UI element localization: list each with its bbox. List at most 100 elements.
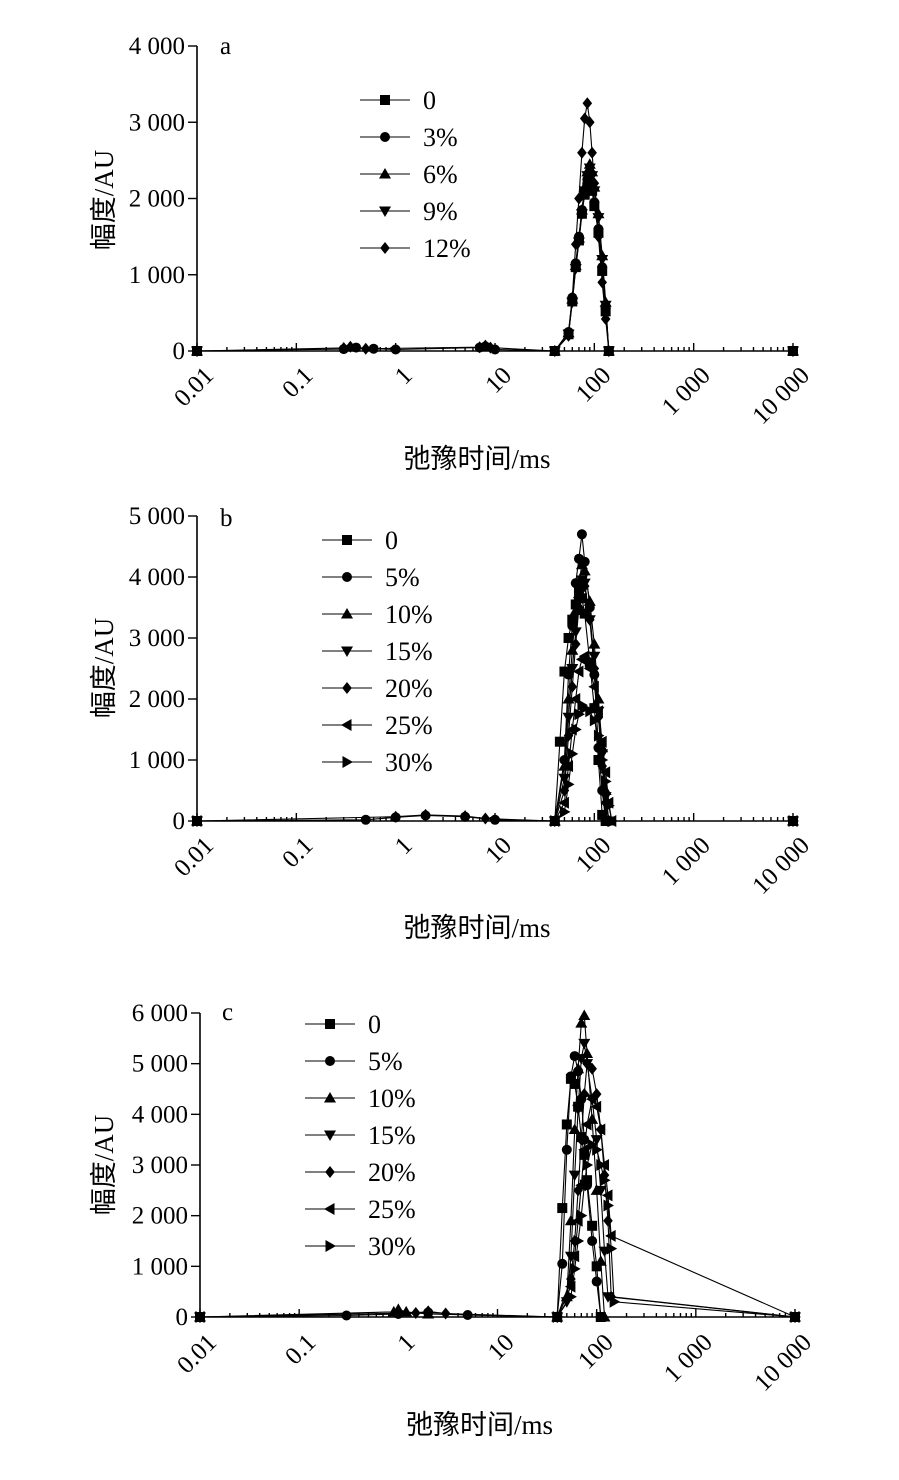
legend-entry: 25% [322, 711, 433, 740]
data-point [589, 197, 600, 208]
series-line [200, 1043, 796, 1318]
data-point [192, 815, 203, 827]
data-point [557, 1258, 568, 1269]
data-point [597, 262, 608, 273]
series-3% [192, 170, 798, 356]
legend-marker [379, 206, 391, 217]
y-tick-label: 1 000 [129, 747, 185, 774]
data-point [460, 810, 470, 823]
legend-label: 25% [368, 1195, 416, 1224]
data-point [598, 1311, 611, 1322]
data-point [788, 345, 798, 357]
data-point [490, 814, 500, 825]
data-point [594, 1123, 606, 1136]
data-point [360, 814, 371, 825]
data-point [603, 1214, 613, 1227]
data-point [567, 291, 578, 304]
data-point [195, 1311, 206, 1323]
data-point [563, 329, 574, 342]
series-12% [192, 97, 798, 357]
series-line [196, 581, 793, 822]
legend-entry: 15% [322, 637, 433, 666]
legend-label: 10% [385, 600, 433, 629]
data-point [596, 735, 607, 748]
data-point [420, 808, 431, 821]
data-point [573, 1184, 583, 1197]
data-point [574, 601, 584, 614]
data-point [590, 1135, 603, 1146]
data-point [564, 778, 575, 791]
data-point [550, 345, 560, 357]
legend-entry: 6% [360, 160, 458, 189]
data-point [582, 97, 593, 110]
series-line [200, 1097, 796, 1318]
y-tick-label: 0 [173, 808, 186, 835]
legend-entry: 5% [322, 563, 420, 592]
x-tick-label: 1 000 [657, 362, 716, 421]
legend-entry: 20% [305, 1158, 416, 1187]
data-point [345, 340, 356, 353]
x-tick-label: 100 [573, 1329, 619, 1375]
series-0 [192, 178, 798, 356]
data-point [569, 627, 582, 638]
data-point [578, 1143, 589, 1156]
series-6% [191, 158, 799, 356]
series-line [199, 1062, 796, 1318]
y-tick-label: 0 [176, 1304, 189, 1331]
series-30% [192, 699, 799, 827]
data-point [592, 1143, 603, 1156]
data-point [567, 747, 579, 760]
data-point [578, 186, 591, 197]
series-0 [195, 1073, 800, 1322]
data-point [604, 799, 615, 812]
data-point [569, 264, 582, 275]
legend-marker [324, 1203, 335, 1215]
series-line [197, 162, 793, 352]
series-10% [194, 1009, 801, 1322]
data-point [578, 564, 591, 576]
series-line [197, 655, 793, 822]
data-point [591, 1276, 602, 1287]
data-point [574, 708, 585, 721]
data-point [596, 749, 609, 760]
data-point [589, 177, 600, 190]
data-point [788, 815, 799, 827]
panel-label: b [220, 505, 233, 532]
y-tick-label: 5 000 [132, 1051, 188, 1078]
legend-marker [380, 132, 390, 142]
x-tick-label: 0.01 [169, 832, 219, 882]
y-tick-label: 4 000 [129, 564, 185, 591]
x-tick-label: 0.1 [280, 1329, 321, 1370]
data-point [480, 812, 491, 825]
legend-entry: 0 [360, 86, 436, 115]
data-point [583, 662, 595, 675]
legend-marker [325, 1240, 336, 1252]
panel-label: c [222, 999, 233, 1026]
data-point [569, 1051, 580, 1062]
data-point [572, 1104, 585, 1116]
series-9% [191, 163, 799, 357]
legend-marker [325, 1166, 335, 1178]
series-line [196, 534, 793, 822]
data-point [588, 186, 601, 197]
data-point [601, 1189, 613, 1202]
data-point [575, 1017, 588, 1028]
series-5% [195, 1051, 800, 1322]
data-point [588, 651, 601, 663]
series-25% [191, 650, 798, 827]
y-axis-label: 幅度/AU [89, 1115, 119, 1216]
data-point [600, 1174, 611, 1187]
x-tick-label: 10 [480, 362, 517, 399]
x-tick-label: 0.01 [172, 1329, 222, 1379]
legend-label: 6% [423, 160, 458, 189]
data-point [485, 341, 496, 354]
x-tick-label: 0.1 [277, 832, 318, 873]
legend-label: 0 [385, 526, 398, 555]
data-point [572, 665, 584, 678]
data-point [579, 580, 590, 593]
data-point [584, 116, 595, 129]
data-point [593, 224, 604, 234]
data-point [554, 736, 565, 747]
series-line [200, 1077, 795, 1318]
data-point [570, 238, 581, 251]
